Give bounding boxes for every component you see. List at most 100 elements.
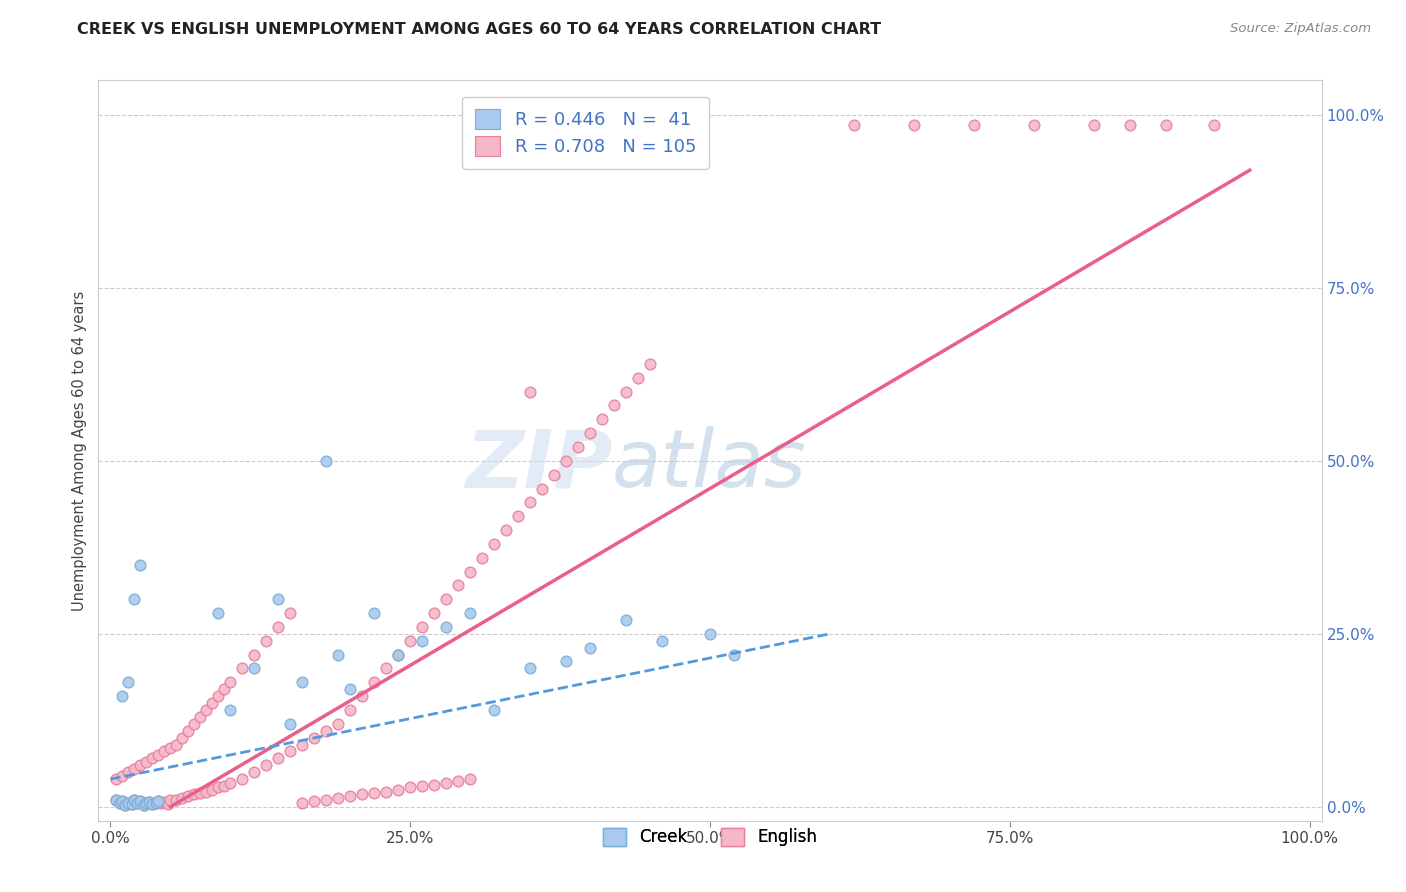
Point <box>352 689 374 703</box>
Point <box>207 780 229 795</box>
Point <box>363 786 385 800</box>
Point <box>328 716 350 731</box>
Point <box>132 797 155 812</box>
Point <box>267 620 290 634</box>
Point <box>177 723 200 738</box>
Point <box>278 744 301 758</box>
Point <box>447 773 470 788</box>
Point <box>201 696 224 710</box>
Point <box>903 118 925 132</box>
Point <box>387 782 409 797</box>
Point <box>963 118 986 132</box>
Point <box>339 703 361 717</box>
Point <box>231 772 253 786</box>
Point <box>111 794 134 808</box>
Point <box>125 797 148 811</box>
Point <box>315 793 337 807</box>
Point <box>614 613 637 627</box>
Point <box>219 703 242 717</box>
Point <box>183 788 205 802</box>
Point <box>135 797 157 811</box>
Point <box>363 606 385 620</box>
Text: CREEK VS ENGLISH UNEMPLOYMENT AMONG AGES 60 TO 64 YEARS CORRELATION CHART: CREEK VS ENGLISH UNEMPLOYMENT AMONG AGES… <box>77 22 882 37</box>
Point <box>124 793 146 807</box>
Point <box>434 592 457 607</box>
Point <box>129 794 152 808</box>
Point <box>153 744 176 758</box>
Point <box>219 775 242 789</box>
Point <box>651 633 673 648</box>
Point <box>411 633 433 648</box>
Point <box>328 648 350 662</box>
Point <box>1154 118 1177 132</box>
Point <box>207 606 229 620</box>
Point <box>145 796 167 810</box>
Point <box>105 793 128 807</box>
Point <box>129 758 152 772</box>
Point <box>1083 118 1105 132</box>
Point <box>111 794 134 808</box>
Point <box>156 797 179 811</box>
Point <box>278 606 301 620</box>
Point <box>159 741 181 756</box>
Point <box>519 661 541 675</box>
Text: ZIP: ZIP <box>465 426 612 504</box>
Point <box>165 738 187 752</box>
Point <box>519 384 541 399</box>
Point <box>135 755 157 769</box>
Point <box>207 689 229 703</box>
Point <box>304 731 326 745</box>
Point <box>124 762 146 776</box>
Point <box>267 751 290 765</box>
Point <box>508 509 530 524</box>
Point <box>375 661 398 675</box>
Point <box>132 797 155 812</box>
Text: atlas: atlas <box>612 426 807 504</box>
Point <box>243 765 266 780</box>
Point <box>387 648 409 662</box>
Point <box>117 796 139 810</box>
Point <box>114 797 136 812</box>
Point <box>129 794 152 808</box>
Point <box>148 747 170 762</box>
Point <box>842 118 865 132</box>
Point <box>267 592 290 607</box>
Point <box>291 738 314 752</box>
Point <box>141 751 163 765</box>
Point <box>125 797 148 811</box>
Point <box>145 796 167 810</box>
Point <box>121 797 143 811</box>
Point <box>363 675 385 690</box>
Point <box>304 794 326 808</box>
Point <box>243 648 266 662</box>
Point <box>254 758 277 772</box>
Point <box>214 682 236 697</box>
Point <box>495 523 517 537</box>
Point <box>153 795 176 809</box>
Point <box>352 788 374 802</box>
Point <box>375 784 398 798</box>
Point <box>159 793 181 807</box>
Point <box>699 627 721 641</box>
Point <box>148 794 170 808</box>
Point <box>458 772 481 786</box>
Point <box>723 648 745 662</box>
Point <box>195 703 218 717</box>
Point <box>315 723 337 738</box>
Point <box>1202 118 1225 132</box>
Point <box>117 765 139 780</box>
Point <box>387 648 409 662</box>
Point <box>108 797 131 811</box>
Point <box>138 795 160 809</box>
Point <box>1119 118 1142 132</box>
Point <box>434 775 457 789</box>
Point <box>214 779 236 793</box>
Point <box>339 789 361 804</box>
Point <box>188 786 211 800</box>
Point <box>254 633 277 648</box>
Point <box>129 558 152 572</box>
Point <box>219 675 242 690</box>
Point <box>141 797 163 811</box>
Point <box>627 371 650 385</box>
Point <box>117 796 139 810</box>
